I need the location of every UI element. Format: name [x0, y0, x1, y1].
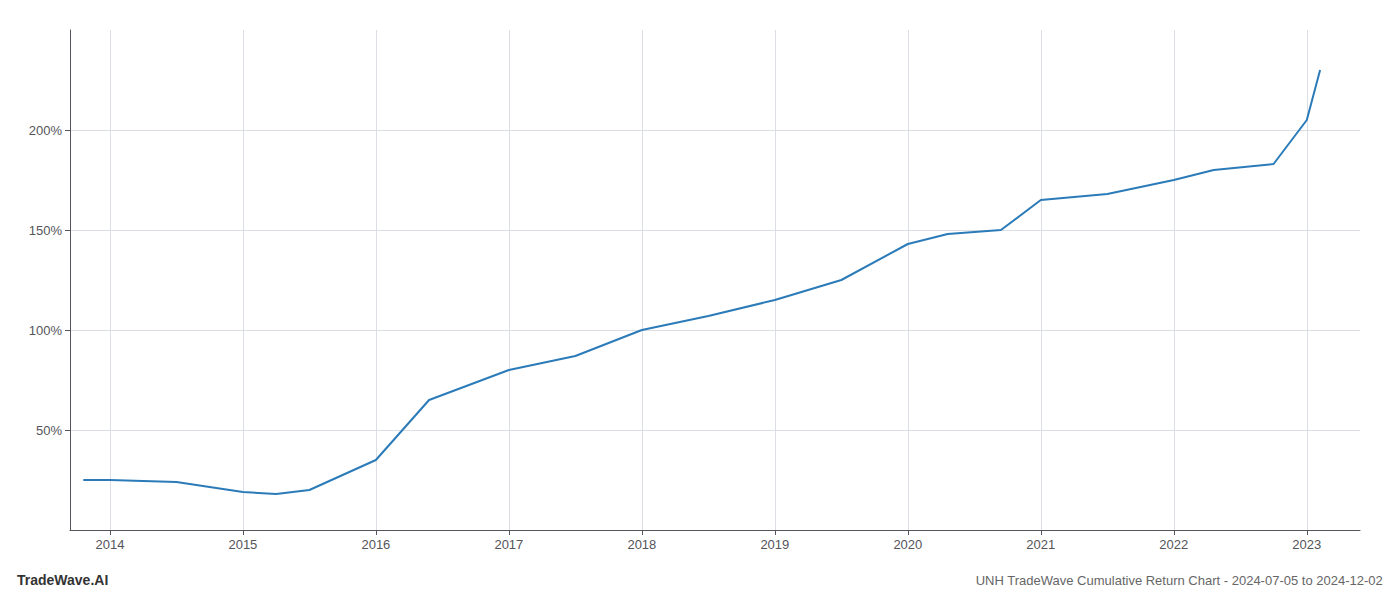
- svg-text:2014: 2014: [95, 537, 124, 552]
- svg-text:100%: 100%: [29, 323, 63, 338]
- svg-text:UNH TradeWave Cumulative Retur: UNH TradeWave Cumulative Return Chart - …: [976, 573, 1383, 588]
- svg-text:50%: 50%: [36, 423, 62, 438]
- svg-text:2018: 2018: [627, 537, 656, 552]
- svg-text:2021: 2021: [1026, 537, 1055, 552]
- svg-text:2022: 2022: [1159, 537, 1188, 552]
- svg-text:150%: 150%: [29, 223, 63, 238]
- svg-text:200%: 200%: [29, 123, 63, 138]
- svg-text:2015: 2015: [228, 537, 257, 552]
- svg-text:2016: 2016: [361, 537, 390, 552]
- svg-text:2023: 2023: [1292, 537, 1321, 552]
- svg-text:TradeWave.AI: TradeWave.AI: [17, 572, 108, 588]
- svg-text:2019: 2019: [760, 537, 789, 552]
- svg-text:2020: 2020: [893, 537, 922, 552]
- svg-text:2017: 2017: [494, 537, 523, 552]
